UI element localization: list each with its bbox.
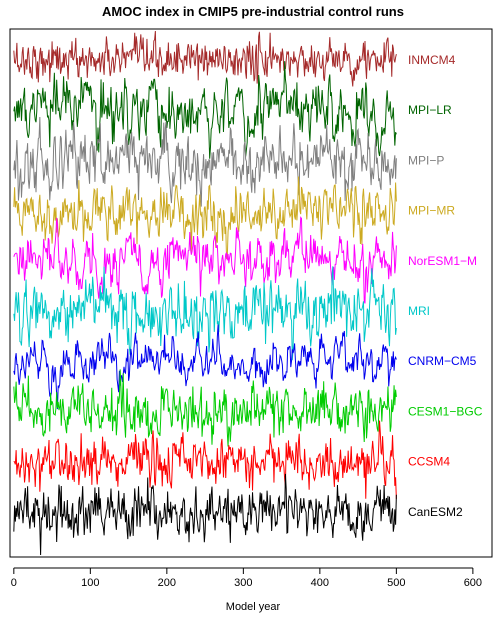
x-axis: 0 100 200 300 400 500 600: [11, 567, 482, 589]
x-tick-label: 400: [311, 577, 329, 589]
x-tick-label: 0: [11, 577, 17, 589]
series-line: [13, 30, 397, 87]
series-line: [13, 324, 397, 410]
series-label: MPI−MR: [408, 204, 455, 218]
series-line: [13, 266, 397, 361]
series-line: [13, 420, 397, 499]
x-tick-label: 600: [464, 577, 482, 589]
series-label: CCSM4: [408, 455, 450, 469]
plot-frame: [9, 28, 493, 558]
series-label: CNRM−CM5: [408, 354, 477, 368]
series-label: MPI−LR: [408, 103, 452, 117]
series-layer: [13, 30, 397, 556]
series-label: CESM1−BGC: [408, 404, 483, 418]
x-axis-label: Model year: [226, 601, 281, 613]
series-line: [13, 473, 397, 556]
series-label: MRI: [408, 304, 430, 318]
series-label: NorESM1−M: [408, 254, 477, 268]
series-line: [13, 216, 397, 304]
series-line: [13, 369, 397, 447]
series-line: [13, 61, 397, 159]
chart-title: AMOC index in CMIP5 pre-industrial contr…: [102, 4, 404, 19]
x-tick-label: 100: [81, 577, 99, 589]
series-label: MPI−P: [408, 153, 444, 167]
series-line: [13, 116, 397, 207]
series-line: [13, 176, 397, 260]
series-label: INMCM4: [408, 53, 456, 67]
x-tick-label: 200: [158, 577, 176, 589]
series-label: CanESM2: [408, 505, 463, 519]
series-labels: INMCM4 MPI−LR MPI−P MPI−MR NorESM1−M MRI CNRM−…: [408, 53, 483, 519]
x-tick-label: 300: [234, 577, 252, 589]
x-tick-label: 500: [387, 577, 405, 589]
